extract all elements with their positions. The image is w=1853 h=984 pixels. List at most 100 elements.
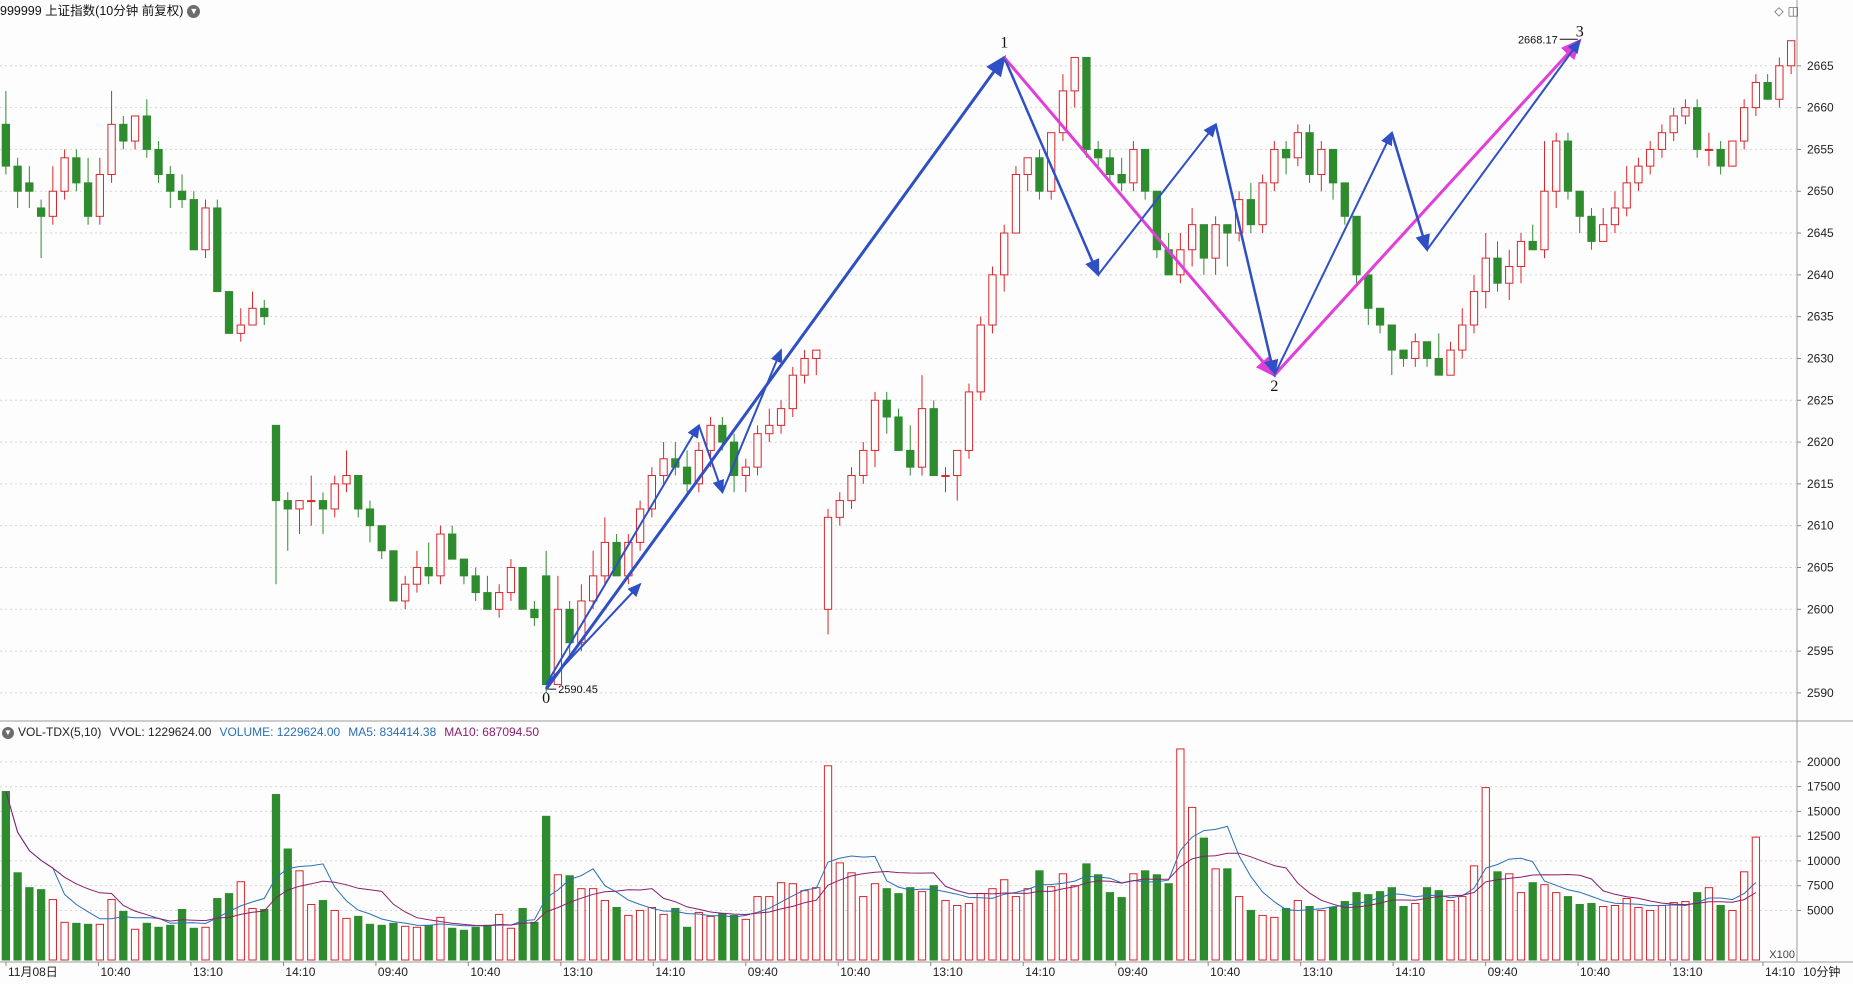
candle-down <box>1587 215 1596 242</box>
volume-bar-up <box>1023 888 1032 961</box>
candle-down <box>1105 157 1115 176</box>
diamond-icon[interactable]: ◇ <box>1774 4 1784 18</box>
candle-up <box>506 566 516 594</box>
candle-up <box>706 424 715 451</box>
candle-up <box>248 307 257 326</box>
volume-bar-up <box>1669 902 1678 961</box>
volume-bar-up <box>1728 909 1737 961</box>
volume-bar-down <box>906 887 915 961</box>
price-tick-label: 2665 <box>1807 59 1834 73</box>
candle-up <box>1657 132 1667 150</box>
volume-bar-down <box>377 924 386 961</box>
volume-bar-up <box>941 900 950 961</box>
volume-bar-up <box>295 870 304 961</box>
candle-up <box>600 541 610 577</box>
price-tick-label: 2610 <box>1807 519 1834 533</box>
candle-down <box>13 165 22 192</box>
candle-down <box>72 157 81 184</box>
candle-up <box>1552 140 1561 192</box>
low-price-label: 2590.45 <box>558 684 598 696</box>
volume-bar-up <box>1000 879 1009 961</box>
candle-down <box>224 291 234 334</box>
x-axis-unit: 10分钟 <box>1803 964 1840 979</box>
subwave-arrow <box>545 582 642 686</box>
candle-up <box>753 433 762 468</box>
chevron-down-icon[interactable]: ▼ <box>2 726 14 739</box>
volume-bar-down <box>483 924 492 961</box>
volume-tick-label: 10000 <box>1807 854 1841 868</box>
x-tick-label: 10:40 <box>840 965 870 979</box>
volume-bar-down <box>424 924 433 961</box>
volume-bar-up <box>1176 748 1185 961</box>
candle-down <box>1199 224 1209 259</box>
candle-down <box>471 575 480 594</box>
candle-down <box>1716 148 1725 167</box>
volume-bar-up <box>95 923 104 961</box>
volume-bar-down <box>542 815 551 961</box>
volume-bar-up <box>1740 871 1749 961</box>
candle-up <box>776 408 786 426</box>
candle-down <box>894 416 903 451</box>
volume-bar-up <box>976 893 985 961</box>
volume-bar-down <box>471 926 480 961</box>
ma5-value: MA5: 834414.38 <box>348 725 437 739</box>
candle-up <box>847 475 856 502</box>
candle-up <box>107 123 116 176</box>
candle-up <box>917 408 927 468</box>
volume-bar-up <box>870 883 880 961</box>
candle-up <box>1411 341 1420 359</box>
price-tick-label: 2660 <box>1807 101 1834 115</box>
candle-down <box>142 115 151 150</box>
volume-bar-down <box>459 929 469 961</box>
volume-bar-down <box>718 912 727 961</box>
volume-bar-up <box>1047 886 1056 961</box>
candle-up <box>1669 115 1678 134</box>
candle-up <box>1505 265 1514 284</box>
volume-bar-up <box>1411 903 1420 961</box>
volume-bar-up <box>401 925 410 961</box>
candle-up <box>1481 257 1490 293</box>
volume-bar-down <box>224 893 234 961</box>
volume-bar-down <box>682 926 692 961</box>
ma10-value: MA10: 687094.50 <box>444 725 540 739</box>
volume-bar-up <box>1646 909 1655 961</box>
volume-bar-down <box>283 848 292 961</box>
candle-down <box>36 207 46 217</box>
x-tick-label: 10:40 <box>470 965 500 979</box>
candle-down <box>518 566 527 610</box>
candle-up <box>1469 291 1479 326</box>
price-tick-label: 2635 <box>1807 310 1834 324</box>
price-tick-label: 2645 <box>1807 226 1834 240</box>
price-tick-label: 2615 <box>1807 477 1834 491</box>
subwave-arrow <box>721 348 783 493</box>
candle-down <box>354 475 363 510</box>
candle-down <box>1387 324 1396 351</box>
chevron-down-icon[interactable]: ▼ <box>187 5 201 19</box>
volume-tick-label: 20000 <box>1807 755 1841 769</box>
subwave-arrow <box>1097 122 1217 276</box>
volume-bar-up <box>706 915 715 961</box>
volume-tick-label: 5000 <box>1807 903 1834 917</box>
volume-bar-down <box>1575 904 1584 961</box>
candle-up <box>60 157 69 192</box>
candle-down <box>271 424 281 502</box>
candle-down <box>1035 157 1044 192</box>
volume-bar-up <box>1505 873 1514 961</box>
volume-bar-down <box>1035 870 1044 961</box>
candle-up <box>765 424 774 435</box>
candle-down <box>565 608 574 644</box>
volume-bar-down <box>389 922 398 961</box>
candle-up <box>953 449 962 477</box>
candle-down <box>1563 140 1573 192</box>
subwave-arrow <box>697 425 725 495</box>
volume-bar-down <box>119 910 128 961</box>
window-icon[interactable]: ◫ <box>1787 4 1799 18</box>
volume-bar-up <box>964 903 974 961</box>
candle-up <box>976 324 985 393</box>
candle-up <box>1458 324 1467 351</box>
x-tick-label: 13:10 <box>1303 965 1333 979</box>
candle-up <box>1011 174 1021 234</box>
volume-bar-down <box>530 921 539 961</box>
price-tick-label: 2630 <box>1807 351 1834 365</box>
volume-bar-down <box>1493 871 1502 961</box>
